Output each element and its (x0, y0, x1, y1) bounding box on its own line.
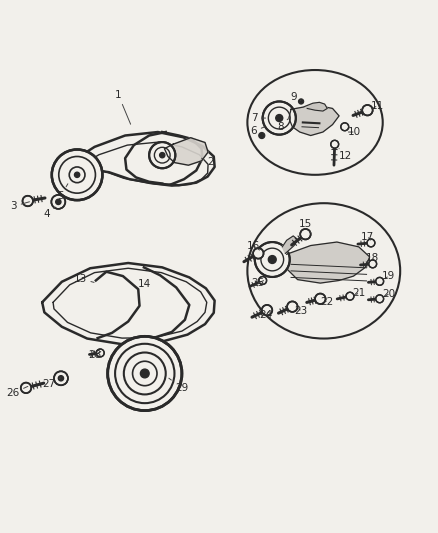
Text: 1: 1 (115, 91, 131, 124)
Circle shape (268, 256, 276, 263)
Ellipse shape (247, 70, 383, 175)
Circle shape (58, 376, 64, 381)
Text: 14: 14 (138, 279, 152, 289)
Text: 28: 28 (88, 350, 101, 360)
Polygon shape (287, 242, 370, 283)
Circle shape (298, 99, 304, 104)
Text: 15: 15 (299, 219, 312, 232)
Text: 5: 5 (58, 184, 68, 201)
Circle shape (259, 133, 265, 139)
Circle shape (262, 305, 272, 316)
Text: 12: 12 (339, 149, 352, 161)
Text: 2: 2 (201, 157, 214, 167)
Text: 19: 19 (382, 271, 395, 281)
Circle shape (369, 260, 377, 268)
Ellipse shape (247, 203, 400, 338)
Text: 16: 16 (247, 240, 260, 251)
Polygon shape (164, 138, 208, 165)
Text: 29: 29 (169, 378, 188, 393)
Text: 24: 24 (260, 310, 273, 319)
Text: 3: 3 (11, 201, 29, 211)
Text: 13: 13 (74, 274, 94, 284)
Circle shape (263, 101, 296, 135)
Text: 9: 9 (290, 92, 301, 102)
Circle shape (159, 152, 165, 158)
Circle shape (367, 239, 375, 247)
Text: 20: 20 (383, 288, 396, 298)
Circle shape (346, 292, 354, 300)
Text: 17: 17 (361, 232, 374, 242)
Polygon shape (283, 236, 297, 253)
Circle shape (108, 336, 182, 410)
Circle shape (141, 369, 149, 378)
Circle shape (52, 149, 102, 200)
Circle shape (376, 277, 384, 285)
Text: 8: 8 (277, 119, 288, 132)
Circle shape (276, 115, 283, 122)
Text: 21: 21 (352, 288, 365, 298)
Text: 11: 11 (371, 101, 384, 111)
Circle shape (56, 199, 61, 205)
Circle shape (315, 294, 325, 304)
Text: 6: 6 (251, 126, 265, 136)
Text: 25: 25 (251, 278, 264, 288)
Text: 23: 23 (294, 306, 308, 316)
Circle shape (376, 295, 384, 303)
Text: 18: 18 (366, 253, 379, 263)
Circle shape (149, 142, 175, 168)
Text: 26: 26 (6, 386, 28, 398)
Text: 10: 10 (348, 127, 361, 137)
Circle shape (54, 372, 68, 385)
Circle shape (287, 302, 297, 312)
Circle shape (255, 242, 290, 277)
Circle shape (74, 172, 80, 177)
Circle shape (22, 196, 33, 206)
Circle shape (96, 349, 104, 357)
Circle shape (259, 277, 267, 285)
Circle shape (51, 195, 65, 209)
Text: 27: 27 (42, 378, 60, 390)
Circle shape (253, 248, 264, 259)
Circle shape (362, 105, 373, 116)
Polygon shape (289, 105, 339, 135)
Polygon shape (304, 102, 327, 111)
Circle shape (331, 140, 339, 148)
Text: 22: 22 (321, 297, 334, 308)
Text: 7: 7 (251, 113, 265, 123)
Circle shape (300, 229, 311, 239)
Text: 4: 4 (43, 207, 55, 219)
Circle shape (341, 123, 349, 131)
Circle shape (21, 383, 31, 393)
